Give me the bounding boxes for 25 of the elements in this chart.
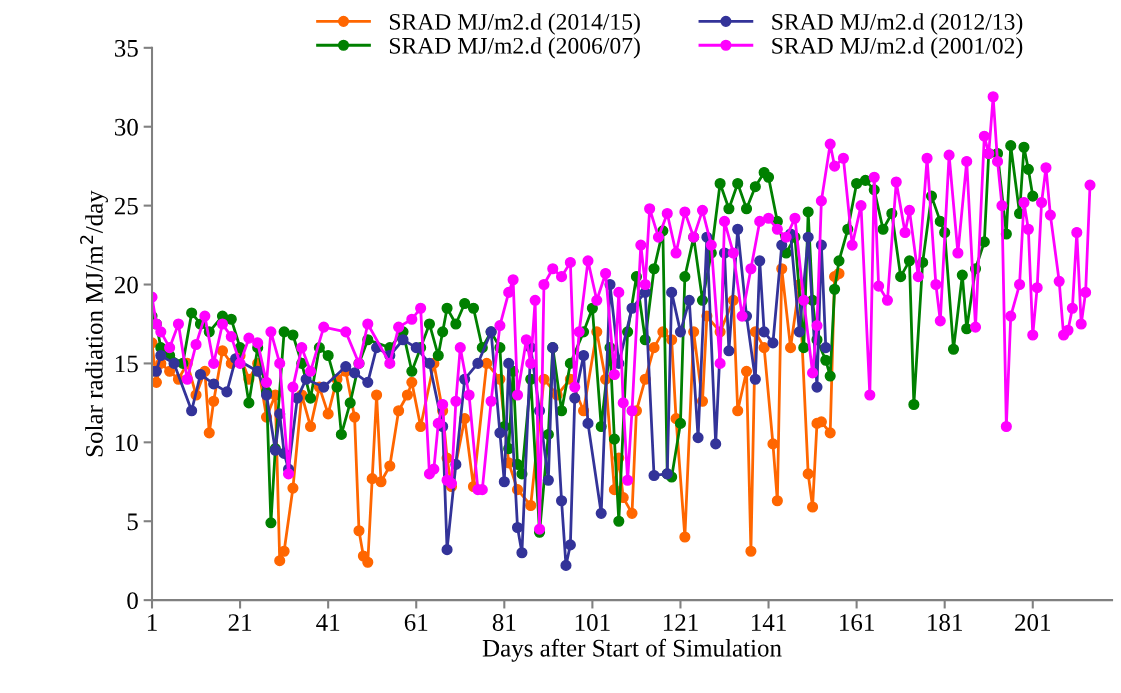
y-tick-label: 30 bbox=[115, 118, 138, 136]
x-tick-label: 161 bbox=[840, 614, 874, 631]
x-tick-label: 141 bbox=[751, 614, 786, 631]
legend-label: SRAD MJ/m2.d (2012/13) bbox=[772, 13, 1023, 35]
x-tick-label: 41 bbox=[316, 614, 340, 631]
x-tick-label: 201 bbox=[1015, 614, 1051, 631]
legend-label: SRAD MJ/m2.d (2006/07) bbox=[389, 37, 640, 59]
y-tick-label: 35 bbox=[115, 39, 138, 57]
y-tick-label: 20 bbox=[114, 276, 138, 294]
y-tick-label: 5 bbox=[127, 513, 138, 531]
legend-label: SRAD MJ/m2.d (2014/15) bbox=[389, 13, 640, 35]
x-tick-label: 1 bbox=[147, 614, 157, 631]
x-tick-label: 121 bbox=[663, 614, 698, 631]
y-tick-label: 10 bbox=[116, 434, 138, 452]
y-tick-label: 0 bbox=[127, 592, 138, 610]
y-tick-label: 15 bbox=[116, 355, 138, 373]
legend-label: SRAD MJ/m2.d (2001/02) bbox=[772, 37, 1023, 59]
x-axis-title: Days after Start of Simulation bbox=[482, 638, 782, 662]
y-tick-label: 25 bbox=[114, 197, 138, 215]
x-tick-label: 21 bbox=[228, 614, 252, 631]
y-axis-title: Solar radiation MJ/m$^{2}$/day bbox=[80, 190, 108, 457]
x-tick-label: 81 bbox=[492, 614, 516, 631]
x-tick-label: 101 bbox=[575, 614, 610, 631]
x-tick-label: 181 bbox=[928, 614, 962, 631]
x-tick-label: 61 bbox=[404, 614, 428, 631]
